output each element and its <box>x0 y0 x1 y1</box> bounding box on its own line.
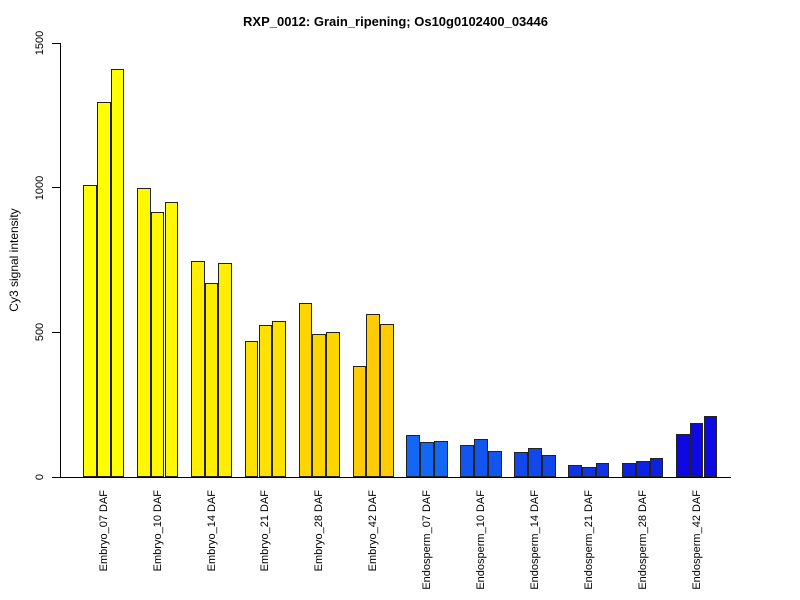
bar <box>675 433 690 477</box>
bar <box>420 442 434 477</box>
x-axis-group-label: Embryo_10 DAF <box>151 490 164 572</box>
bar <box>150 212 165 477</box>
bar <box>298 303 313 477</box>
x-axis-group-label: Endosperm_28 DAF <box>636 490 649 590</box>
bar <box>110 69 125 477</box>
y-axis-line <box>60 43 61 478</box>
bar <box>352 365 367 477</box>
x-axis-group-label: Embryo_28 DAF <box>313 490 326 572</box>
bar <box>312 333 327 477</box>
y-axis-tick <box>52 331 60 333</box>
y-axis-tick <box>52 42 60 44</box>
bar <box>218 262 233 477</box>
bar <box>703 416 718 477</box>
bar <box>258 325 273 477</box>
bar <box>460 445 475 477</box>
y-axis-tick-label: 500 <box>34 323 46 342</box>
chart-title: RXP_0012: Grain_ripening; Os10g0102400_0… <box>243 14 548 29</box>
x-axis-group-label: Endosperm_14 DAF <box>528 490 541 590</box>
bar <box>689 423 704 477</box>
bar <box>136 187 151 477</box>
x-axis-group-label: Endosperm_10 DAF <box>475 490 487 590</box>
bar <box>635 461 650 477</box>
bar <box>406 435 421 477</box>
bar <box>487 450 502 477</box>
y-axis-tick-label: 0 <box>34 473 46 481</box>
bar <box>272 320 287 477</box>
y-axis-tick <box>52 187 60 189</box>
bar <box>190 261 205 477</box>
bar <box>568 465 582 477</box>
y-axis-tick <box>52 476 60 478</box>
x-axis-group-label: Embryo_07 DAF <box>97 490 110 572</box>
bar <box>649 458 664 477</box>
x-axis-group-label: Endosperm_21 DAF <box>582 490 595 590</box>
bar <box>474 439 488 477</box>
bar <box>204 283 219 477</box>
y-axis-label: Cy3 signal intensity <box>7 208 21 312</box>
x-axis-group-label: Endosperm_42 DAF <box>690 490 703 590</box>
bar <box>244 341 259 477</box>
bar <box>528 448 542 477</box>
x-axis-line <box>60 477 731 478</box>
bar <box>514 452 528 477</box>
x-axis-group-label: Embryo_14 DAF <box>205 490 218 572</box>
bar <box>434 440 448 477</box>
x-axis-group-label: Embryo_42 DAF <box>367 490 380 572</box>
bar <box>622 462 636 477</box>
x-axis-group-label: Embryo_21 DAF <box>259 490 272 572</box>
bar <box>83 184 97 477</box>
bar <box>541 455 556 477</box>
bar <box>595 462 610 477</box>
bar <box>326 332 340 477</box>
bar <box>380 323 394 477</box>
y-axis-tick-label: 1500 <box>34 30 46 56</box>
x-axis-group-label: Endosperm_07 DAF <box>421 490 434 590</box>
y-axis-tick-label: 1000 <box>34 175 46 200</box>
bar <box>581 466 596 477</box>
bar <box>366 313 381 477</box>
bar <box>96 102 111 477</box>
bar <box>164 202 179 477</box>
